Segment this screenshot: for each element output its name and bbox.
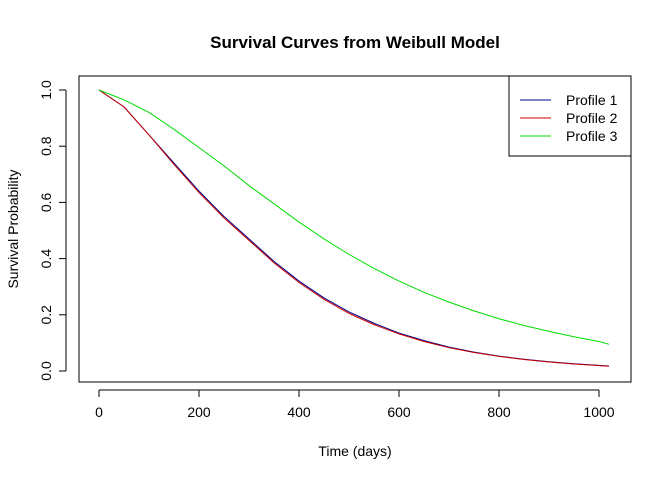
legend: Profile 1 Profile 2 Profile 3 (508, 75, 632, 157)
plot-frame (78, 75, 632, 383)
series-line-2 (98, 89, 610, 367)
y-tick-label: 0.0 (38, 361, 54, 381)
series-line-3 (98, 89, 610, 345)
legend-label-3: Profile 3 (566, 128, 618, 144)
x-tick-label: 200 (187, 404, 211, 420)
x-axis: 0 200 400 600 800 1000 (95, 389, 615, 420)
x-tick-label: 800 (487, 404, 511, 420)
chart-title: Survival Curves from Weibull Model (210, 33, 500, 52)
legend-label-2: Profile 2 (566, 110, 618, 126)
y-tick-label: 0.8 (38, 136, 54, 156)
y-tick-label: 0.6 (38, 192, 54, 212)
y-tick-label: 0.2 (38, 305, 54, 325)
x-tick-label: 1000 (583, 404, 614, 420)
legend-box (508, 75, 632, 157)
y-tick-label: 1.0 (38, 80, 54, 100)
x-tick-label: 0 (95, 404, 103, 420)
x-tick-label: 400 (287, 404, 311, 420)
y-axis-label: Survival Probability (5, 169, 21, 288)
y-tick-label: 0.4 (38, 249, 54, 269)
x-tick-label: 600 (387, 404, 411, 420)
legend-label-1: Profile 1 (566, 92, 618, 108)
x-axis-label: Time (days) (318, 443, 391, 459)
series-layer (98, 89, 610, 367)
y-axis: 0.0 0.2 0.4 0.6 0.8 1.0 (38, 80, 67, 381)
